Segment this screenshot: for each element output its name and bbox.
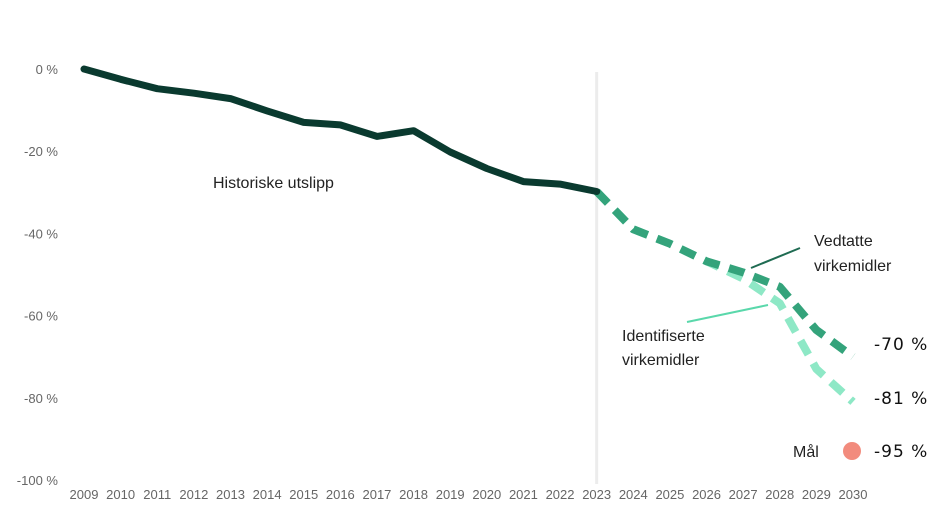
x-tick-label: 2018 [399,487,428,502]
x-tick-label: 2030 [839,487,868,502]
y-tick-label: -100 % [17,473,59,488]
series-line-vedtatte-virkemidler [593,188,856,360]
x-tick-label: 2021 [509,487,538,502]
x-tick-label: 2023 [582,487,611,502]
x-tick-label: 2027 [729,487,758,502]
x-tick-label: 2016 [326,487,355,502]
x-tick-label: 2015 [289,487,318,502]
end-label-identifiserte: -81 % [874,389,928,409]
x-tick-label: 2025 [655,487,684,502]
label-vedtatte-line1: Vedtatte [814,233,873,250]
y-tick-label: 0 % [36,62,59,77]
x-tick-label: 2009 [70,487,99,502]
x-tick-label: 2017 [362,487,391,502]
x-tick-label: 2022 [546,487,575,502]
label-vedtatte-line2: virkemidler [814,258,892,275]
end-label-vedtatte: -70 % [874,335,928,355]
x-tick-label: 2024 [619,487,648,502]
y-tick-label: -80 % [24,391,58,406]
vedtatte-leader-line [750,247,801,269]
y-tick-label: -60 % [24,309,58,324]
x-tick-label: 2010 [106,487,135,502]
x-tick-label: 2020 [472,487,501,502]
x-tick-label: 2014 [253,487,282,502]
x-tick-label: 2012 [179,487,208,502]
label-historiske-utslipp: Historiske utslipp [213,175,334,192]
series-line-historiske-utslipp [80,65,601,195]
x-tick-label: 2029 [802,487,831,502]
y-tick-label: -20 % [24,144,58,159]
label-identifiserte-line1: Identifiserte [622,328,705,345]
x-tick-label: 2026 [692,487,721,502]
x-tick-label: 2013 [216,487,245,502]
x-axis: 2009 2010 2011 2012 2013 2014 2015 2016 2017 2018… [70,487,868,502]
x-tick-label: 2019 [436,487,465,502]
series-line-identifiserte-virkemidler [593,188,856,405]
identifiserte-leader-line [686,304,769,323]
x-tick-label: 2028 [765,487,794,502]
x-tick-label: 2011 [143,487,171,502]
y-tick-label: -40 % [24,226,58,241]
y-axis: 0 % -20 % -40 % -60 % -80 % -100 % [17,62,59,488]
goal-marker [843,442,861,460]
label-identifiserte-line2: virkemidler [622,352,700,369]
goal-label: Mål [793,443,819,461]
goal-value: -95 % [874,442,928,462]
series-layer [80,65,856,405]
